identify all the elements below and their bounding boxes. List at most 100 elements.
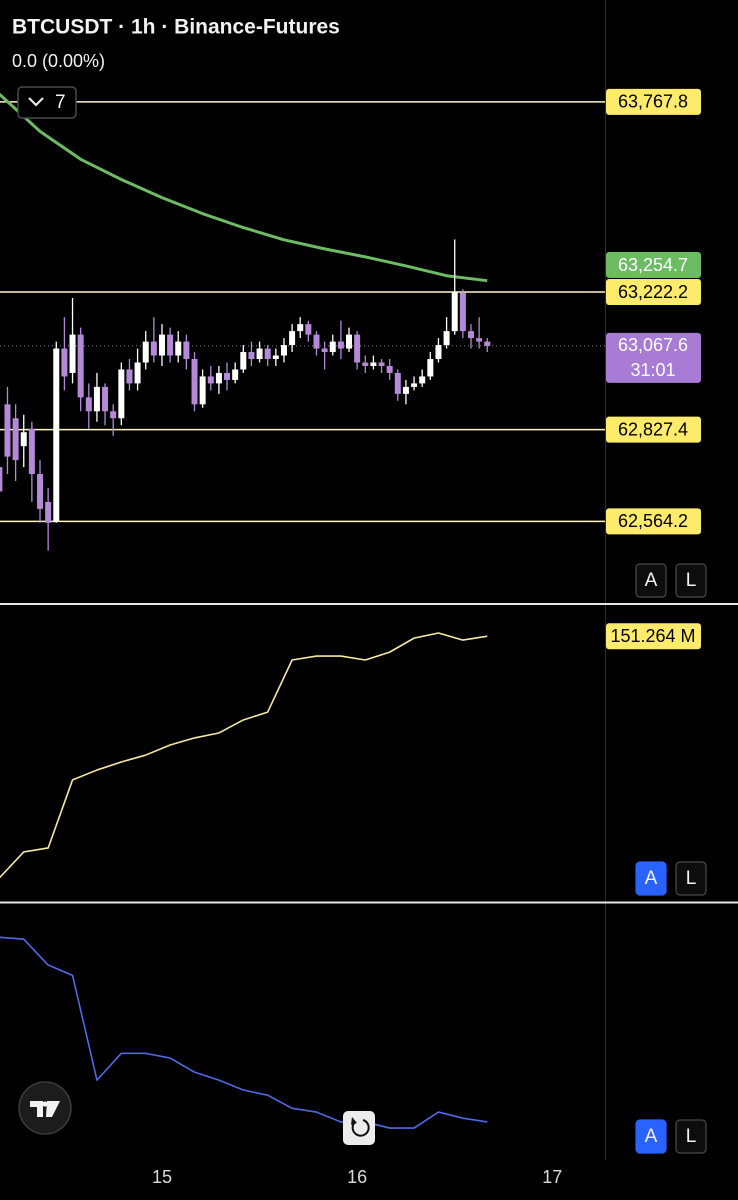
level-label-box <box>606 279 701 306</box>
candle-body <box>53 348 60 522</box>
candle-body <box>378 362 385 366</box>
scale-button-label[interactable]: A <box>645 868 658 889</box>
moving-average-label-box <box>606 252 701 279</box>
candle-body <box>354 334 361 363</box>
candle-body <box>77 334 84 398</box>
scale-button-label[interactable]: A <box>645 1126 658 1147</box>
level-label-box <box>606 508 701 535</box>
candle-body <box>110 411 117 419</box>
candle-body <box>37 474 44 509</box>
logo-dot <box>42 1101 48 1107</box>
tradingview-logo[interactable] <box>18 1081 72 1135</box>
candle-body <box>20 432 27 447</box>
last-value-label: 151.264 M <box>610 626 695 646</box>
candle-body <box>0 467 3 492</box>
candle-body <box>337 341 344 349</box>
moving-average-line <box>0 93 488 283</box>
candle-body <box>346 334 353 349</box>
candle-body <box>313 334 320 349</box>
reset-icon-arrow <box>351 1117 357 1125</box>
plot-layer <box>0 93 605 1129</box>
candle-body <box>240 352 247 370</box>
candle-body <box>102 386 109 412</box>
candle-body <box>443 331 450 346</box>
level-label: 63,767.8 <box>618 92 688 112</box>
candle-body <box>175 341 182 356</box>
candle-body <box>158 334 165 356</box>
candle-body <box>305 324 312 335</box>
level-label-box <box>606 88 701 115</box>
candle-body <box>402 386 409 394</box>
scale-button[interactable] <box>635 563 667 598</box>
candle-body <box>93 386 100 412</box>
indicators-toggle[interactable]: 7 <box>17 86 77 119</box>
candle-body <box>370 362 377 366</box>
candle-body <box>118 369 125 419</box>
candle-body <box>272 355 279 360</box>
candle-body <box>183 341 190 360</box>
last-price-label: 63,067.6 <box>618 335 688 355</box>
last-price-label-box <box>606 332 701 383</box>
candle-body <box>362 362 369 366</box>
price-change: 0.0 (0.00%) <box>12 51 105 71</box>
chevron-icon <box>28 97 44 107</box>
x-tick-label: 16 <box>347 1167 367 1187</box>
candle-body <box>28 428 35 475</box>
candle-body <box>321 348 328 353</box>
candle-body <box>69 334 76 373</box>
x-tick-label: 17 <box>542 1167 562 1187</box>
logo-mark <box>30 1101 60 1117</box>
candle-body <box>484 341 491 346</box>
candle-body <box>256 348 263 360</box>
scale-button-label[interactable]: L <box>686 570 697 591</box>
candle-body <box>329 341 336 353</box>
candle-body <box>451 292 458 332</box>
indicators-toggle-box[interactable] <box>17 86 77 119</box>
series-line <box>0 936 488 1129</box>
level-label: 62,564.2 <box>618 511 688 531</box>
candle-body <box>248 352 255 360</box>
indicators-count: 7 <box>55 92 66 113</box>
level-label: 62,827.4 <box>618 419 688 439</box>
candle-body <box>224 372 231 380</box>
candle-body <box>232 369 239 380</box>
candle-body <box>289 331 296 346</box>
candle-body <box>61 348 68 377</box>
reset-icon <box>351 1119 370 1137</box>
last-price-label: 31:01 <box>630 360 675 380</box>
scale-button[interactable] <box>675 861 707 896</box>
scale-button-label[interactable]: L <box>686 868 697 889</box>
candle-body <box>476 338 483 342</box>
candle-body <box>199 376 206 405</box>
logo-circle[interactable] <box>18 1081 72 1135</box>
scale-button[interactable] <box>635 1119 667 1154</box>
candle-body <box>264 348 271 360</box>
symbol-title: BTCUSDT · 1h · Binance-Futures <box>12 16 340 39</box>
candle-body <box>467 331 474 339</box>
scale-button[interactable] <box>635 861 667 896</box>
candle-body <box>280 345 287 356</box>
candle-body <box>126 369 133 384</box>
candle-body <box>134 362 141 384</box>
reset-button-box[interactable] <box>343 1111 375 1145</box>
candle-body <box>386 365 393 373</box>
scale-button-label[interactable]: A <box>645 570 658 591</box>
candle-body <box>4 404 11 457</box>
candle-body <box>207 376 214 384</box>
candle-body <box>12 418 19 461</box>
scale-button-label[interactable]: L <box>686 1126 697 1147</box>
candle-body <box>150 341 157 356</box>
scale-button[interactable] <box>675 1119 707 1154</box>
candle-body <box>394 372 401 394</box>
candle-body <box>411 383 418 387</box>
level-label: 63,222.2 <box>618 282 688 302</box>
ui-layer: BTCUSDT · 1h · Binance-Futures 0.0 (0.00… <box>12 16 707 1154</box>
scale-button[interactable] <box>675 563 707 598</box>
level-label-box <box>606 416 701 443</box>
candle-body <box>427 359 434 377</box>
reset-chart-button[interactable] <box>343 1111 375 1145</box>
last-value-label-box <box>606 623 701 650</box>
moving-average-label: 63,254.7 <box>618 255 688 275</box>
